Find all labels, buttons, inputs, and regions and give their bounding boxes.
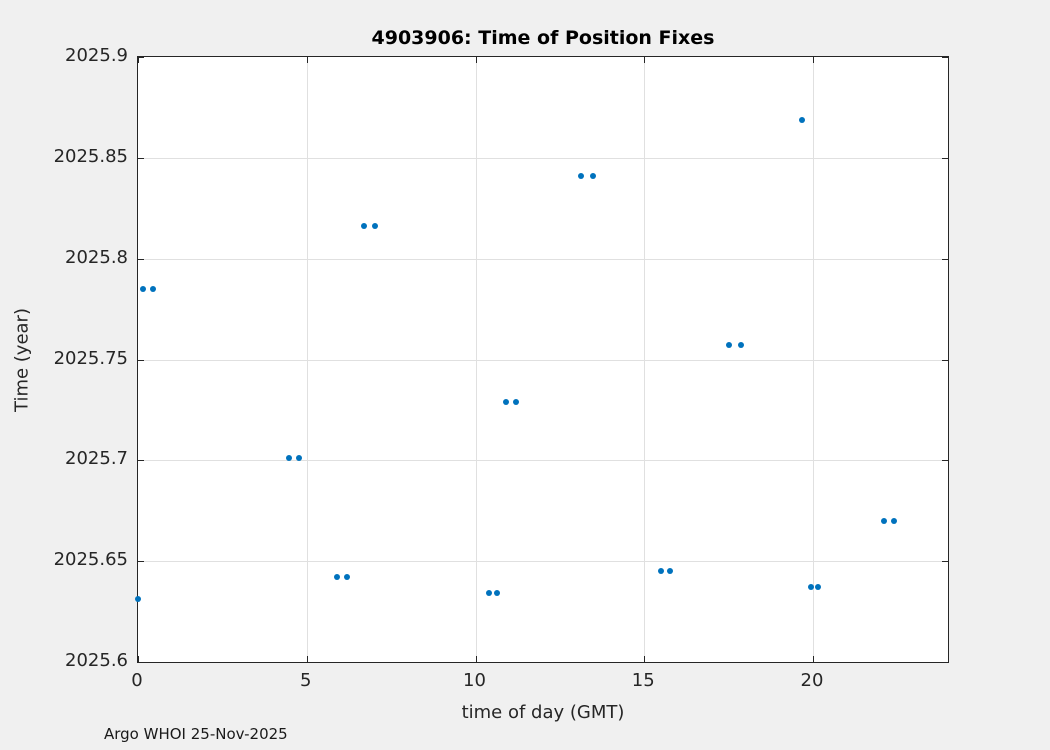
y-tick-mark: [138, 157, 144, 159]
data-point: [343, 574, 350, 581]
data-point: [725, 342, 732, 349]
data-point: [503, 398, 510, 405]
x-tick-label: 15: [631, 670, 655, 691]
x-tick-label: 5: [300, 670, 312, 691]
y-tick-label: 2025.8: [65, 246, 128, 268]
data-point: [589, 172, 596, 179]
y-tick-mark: [942, 460, 948, 462]
y-gridline: [138, 258, 948, 260]
y-tick-label: 2025.75: [53, 347, 128, 369]
y-tick-mark: [942, 258, 948, 260]
x-tick-mark: [475, 57, 477, 63]
data-point: [808, 584, 815, 591]
data-point: [361, 223, 368, 230]
x-tick-mark: [644, 656, 646, 662]
y-gridline: [138, 157, 948, 159]
x-tick-label: 20: [800, 670, 824, 691]
y-tick-mark: [942, 157, 948, 159]
y-tick-label: 2025.6: [65, 650, 128, 671]
y-tick-mark: [942, 662, 948, 663]
y-gridline: [138, 460, 948, 462]
chart-title: 4903906: Time of Position Fixes: [371, 27, 715, 49]
y-tick-mark: [138, 359, 144, 361]
data-point: [295, 455, 302, 462]
data-point: [371, 223, 378, 230]
plot-area: [135, 56, 949, 663]
x-tick-mark: [644, 57, 646, 63]
data-point: [486, 590, 493, 597]
x-tick-mark: [813, 57, 814, 63]
data-point: [738, 342, 745, 349]
y-tick-mark: [138, 662, 144, 663]
y-tick-mark: [138, 460, 144, 462]
data-point: [657, 568, 664, 575]
y-tick-label: 2025.9: [65, 45, 128, 66]
data-point: [798, 116, 805, 123]
y-tick-label: 2025.85: [53, 145, 128, 167]
y-tick-mark: [138, 57, 144, 58]
y-tick-mark: [138, 561, 144, 563]
x-axis-label: time of day (GMT): [461, 702, 625, 723]
y-tick-mark: [942, 561, 948, 563]
data-point: [513, 398, 519, 405]
data-point: [494, 590, 501, 597]
watermark-text: Argo WHOI 25-Nov-2025: [104, 725, 288, 743]
data-point: [666, 568, 673, 575]
y-gridline: [138, 561, 948, 563]
data-point: [285, 455, 292, 462]
data-point: [881, 517, 888, 524]
data-point: [140, 285, 147, 292]
x-tick-label: 0: [131, 670, 143, 691]
x-tick-mark: [138, 57, 139, 63]
x-tick-mark: [813, 656, 814, 662]
y-gridline: [138, 359, 948, 361]
y-axis-label: Time (year): [11, 308, 33, 412]
y-tick-label: 2025.65: [53, 549, 128, 571]
x-tick-label: 10: [463, 670, 486, 691]
y-tick-mark: [138, 258, 144, 260]
x-tick-mark: [475, 656, 477, 662]
x-tick-mark: [306, 57, 308, 63]
data-point: [815, 584, 822, 591]
data-point: [578, 172, 585, 179]
data-point: [334, 574, 341, 581]
y-tick-mark: [942, 359, 948, 361]
y-tick-label: 2025.7: [65, 448, 128, 470]
y-tick-mark: [942, 57, 948, 58]
data-point: [891, 517, 898, 524]
data-point: [149, 285, 156, 292]
data-point: [135, 596, 141, 603]
x-tick-mark: [306, 656, 308, 662]
x-tick-mark: [138, 656, 139, 662]
